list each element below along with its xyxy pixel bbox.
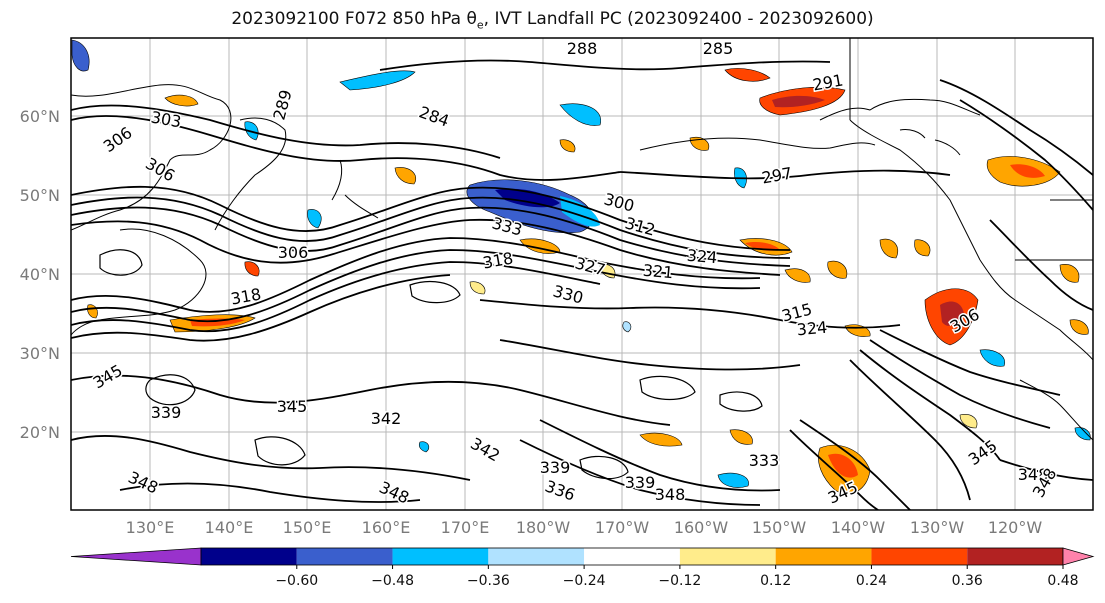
- lon-label-130e: 130°E: [126, 518, 175, 537]
- lon-label-150w: 150°W: [752, 518, 807, 537]
- contour-label: 285: [703, 39, 734, 58]
- lon-label-170w: 170°W: [595, 518, 650, 537]
- colorbar: [70, 547, 1095, 566]
- colorbar-bin: [296, 548, 393, 565]
- theta-e-minor-contours: [99, 249, 763, 480]
- colorbar-tick-label: 0.24: [856, 573, 887, 589]
- lon-label-160w: 160°W: [674, 518, 729, 537]
- lon-label-150e: 150°E: [283, 518, 332, 537]
- lon-label-160e: 160°E: [362, 518, 411, 537]
- colorbar-bin: [584, 548, 680, 565]
- map-frame: [70, 37, 1094, 511]
- contour-label: 306: [278, 243, 309, 262]
- contour-label: 345: [277, 397, 308, 416]
- colorbar-extend-min: [70, 547, 202, 566]
- lon-label-120w: 120°W: [988, 518, 1043, 537]
- colorbar-bin: [871, 548, 968, 565]
- contour-label: 339: [625, 473, 656, 492]
- colorbar-bin: [679, 548, 776, 565]
- lat-label-50n: 50°N: [20, 186, 60, 205]
- lon-label-180w: 180°W: [516, 518, 571, 537]
- colorbar-extend-max: [1062, 547, 1095, 566]
- contour-label: 321: [642, 261, 674, 283]
- colorbar-tick-label: −0.60: [275, 573, 318, 589]
- theta-e-contours: [71, 59, 1093, 510]
- contour-label: 318: [229, 284, 262, 308]
- latitude-labels: 60°N 50°N 40°N 30°N 20°N: [20, 107, 60, 442]
- lat-label-30n: 30°N: [20, 344, 60, 363]
- colorbar-tick-labels: −0.60 −0.48 −0.36 −0.24 −0.12 0.12 0.24 0.36 0.4…: [275, 565, 1079, 589]
- colorbar-tick-label: 0.36: [952, 573, 983, 589]
- colorbar-tick-label: −0.24: [563, 573, 606, 589]
- colorbar-tick-label: 0.48: [1047, 573, 1078, 589]
- contour-label: 342: [371, 409, 402, 428]
- lat-label-20n: 20°N: [20, 423, 60, 442]
- longitude-labels: 130°E 140°E 150°E 160°E 170°E 180°W 170°…: [126, 518, 1043, 537]
- contour-label: 348: [1018, 465, 1049, 484]
- contour-label: 324: [796, 318, 828, 340]
- contour-label: 333: [749, 451, 780, 470]
- colorbar-tick-label: −0.12: [658, 573, 701, 589]
- colorbar-bin: [201, 548, 297, 565]
- contour-label: 288: [567, 39, 598, 58]
- colorbar-bin: [392, 548, 489, 565]
- colorbar-bin: [775, 548, 872, 565]
- colorbar-tick-label: −0.36: [467, 573, 510, 589]
- positive-shading: [87, 68, 1089, 495]
- colorbar-tick-label: −0.48: [371, 573, 414, 589]
- map-panel: [71, 38, 1093, 510]
- map-title: 2023092100 F072 850 hPa θe, IVT Landfall…: [231, 9, 874, 32]
- lon-label-130w: 130°W: [910, 518, 965, 537]
- lat-label-60n: 60°N: [20, 107, 60, 126]
- colorbar-bin: [967, 548, 1063, 565]
- lon-label-140e: 140°E: [205, 518, 254, 537]
- contour-label: 348: [655, 485, 686, 504]
- contour-label: 324: [686, 246, 718, 268]
- lat-label-40n: 40°N: [20, 265, 60, 284]
- lon-label-140w: 140°W: [831, 518, 886, 537]
- contour-label: 339: [540, 458, 571, 477]
- colorbar-tick-label: 0.12: [760, 573, 791, 589]
- lon-label-170e: 170°E: [441, 518, 490, 537]
- contour-label: 339: [151, 403, 182, 422]
- gridlines: [71, 38, 1093, 510]
- colorbar-bin: [488, 548, 585, 565]
